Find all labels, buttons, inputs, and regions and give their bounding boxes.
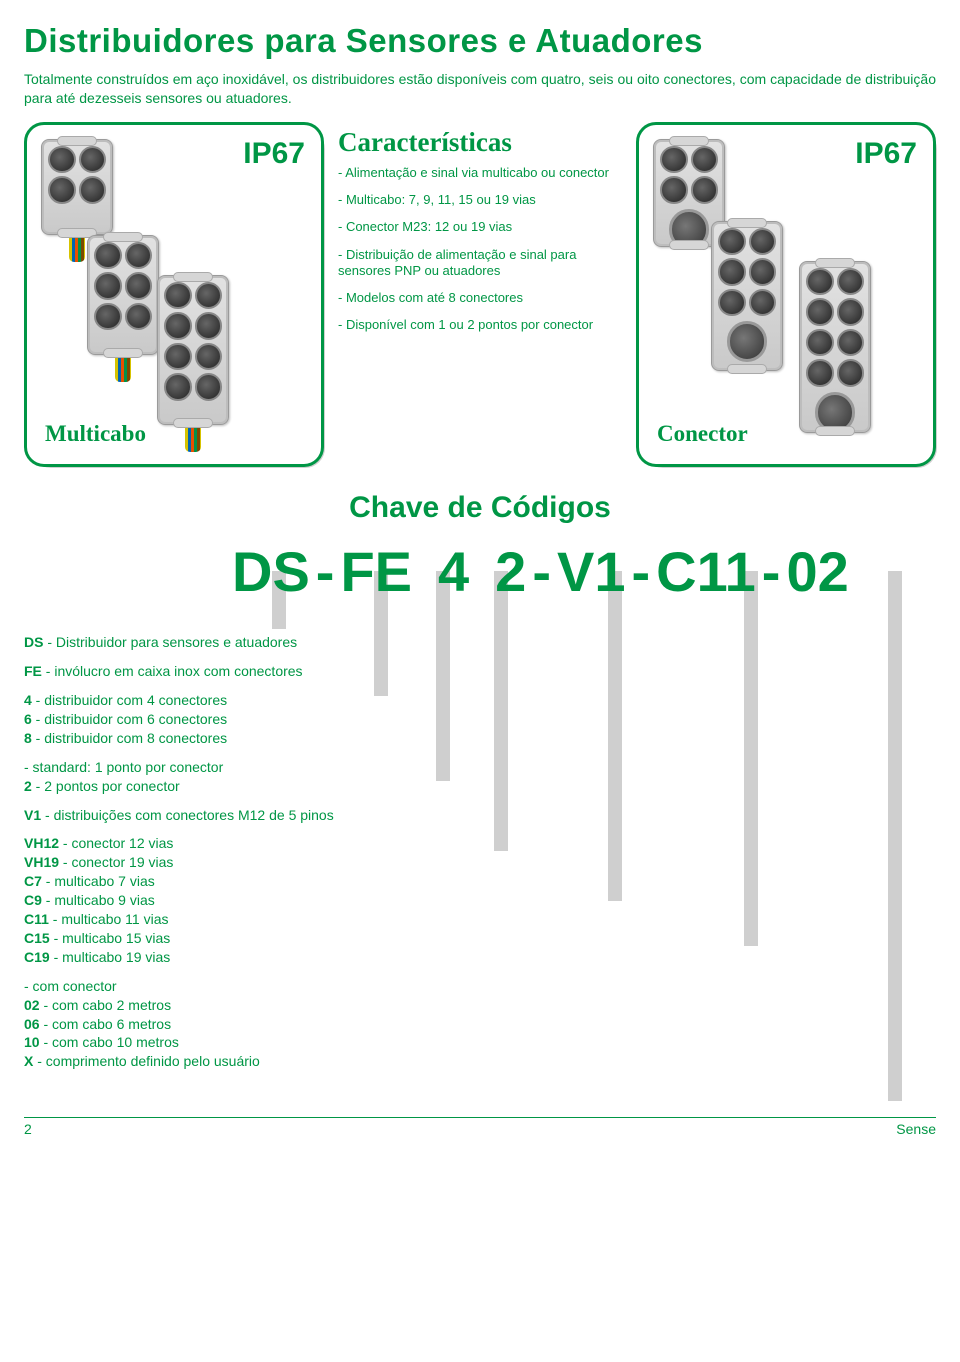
codes-title: Chave de Códigos (24, 487, 936, 529)
code-connector-bar (744, 571, 758, 946)
feature-item: - Modelos com até 8 conectores (338, 290, 622, 306)
code-sep: - (316, 533, 335, 611)
features-list: - Alimentação e sinal via multicabo ou c… (338, 165, 622, 334)
panels-row: IP67 Multicabo Características - Aliment… (24, 122, 936, 467)
code-sep: - (532, 533, 551, 611)
code-part-4: 4 (438, 533, 469, 611)
code-part-02: 02 (786, 533, 848, 611)
device-multicabo-4 (41, 139, 113, 235)
feature-item: - Disponível com 1 ou 2 pontos por conec… (338, 317, 622, 333)
legend-points: - standard: 1 ponto por conector 2 - 2 p… (24, 754, 223, 802)
panel-multicabo-label: Multicabo (45, 418, 146, 450)
device-multicabo-8 (157, 275, 229, 425)
legend-conn-count: 4 - distribuidor com 4 conectores 6 - di… (24, 687, 227, 754)
legend-length: - com conector 02 - com cabo 2 metros 06… (24, 973, 260, 1077)
footer: 2 Sense (24, 1117, 936, 1140)
device-conector-8 (799, 261, 871, 433)
device-conector-6 (711, 221, 783, 371)
legend-ds: DS - Distribuidor para sensores e atuado… (24, 629, 297, 658)
feature-item: - Alimentação e sinal via multicabo ou c… (338, 165, 622, 181)
code-connector-bar (494, 571, 508, 851)
code-part-fe: FE (340, 533, 412, 611)
feature-item: - Multicabo: 7, 9, 11, 15 ou 19 vias (338, 192, 622, 208)
feature-item: - Conector M23: 12 ou 19 vias (338, 219, 622, 235)
code-sep: - (762, 533, 781, 611)
code-connector-bar (608, 571, 622, 901)
brand-name: Sense (896, 1120, 936, 1140)
panel-features: Características - Alimentação e sinal vi… (332, 122, 628, 467)
intro-paragraph: Totalmente construídos em aço inoxidável… (24, 70, 936, 108)
code-part-v1: V1 (557, 533, 626, 611)
legend-v1: V1 - distribuições com conectores M12 de… (24, 802, 334, 831)
code-part-2: 2 (495, 533, 526, 611)
legend-cable-conn: VH12 - conector 12 vias VH19 - conector … (24, 830, 173, 972)
code-part-c11: C11 (656, 533, 756, 611)
page-title: Distribuidores para Sensores e Atuadores (24, 18, 936, 64)
feature-item: - Distribuição de alimentação e sinal pa… (338, 247, 622, 280)
code-line: DS - FE 4 2 - V1 - C11 - 02 (232, 533, 936, 611)
code-part-ds: DS (232, 533, 310, 611)
ip-badge-right: IP67 (855, 133, 917, 175)
code-sep: - (631, 533, 650, 611)
panel-multicabo: IP67 Multicabo (24, 122, 324, 467)
legend-fe: FE - invólucro em caixa inox com conecto… (24, 658, 303, 687)
code-connector-bar (888, 571, 902, 1101)
device-multicabo-6 (87, 235, 159, 355)
ip-badge-left: IP67 (243, 133, 305, 175)
legend-wrap: DS - Distribuidor para sensores e atuado… (24, 629, 936, 1107)
panel-conector: IP67 Conector (636, 122, 936, 467)
features-title: Características (338, 124, 622, 162)
page-number: 2 (24, 1120, 32, 1140)
panel-conector-label: Conector (657, 418, 748, 450)
